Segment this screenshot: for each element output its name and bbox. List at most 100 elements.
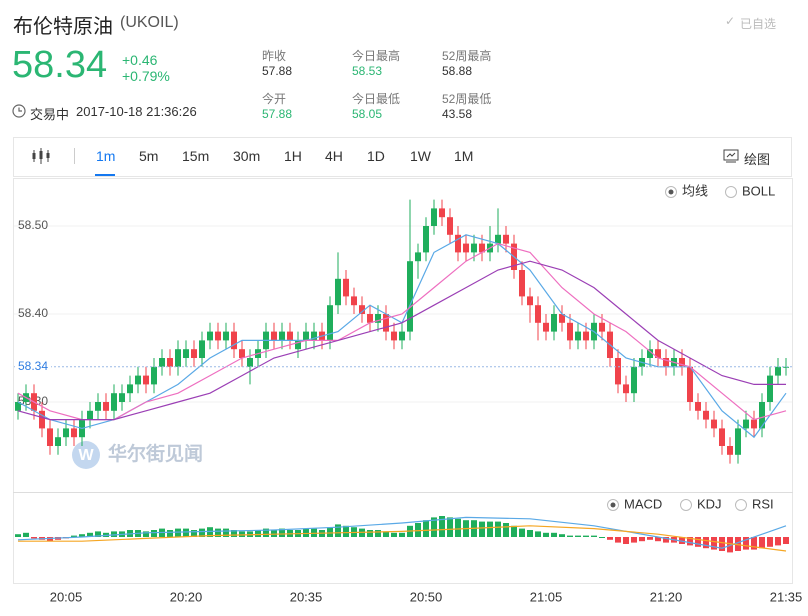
macd-bar — [479, 521, 485, 537]
stat-value: 43.58 — [442, 107, 473, 121]
candle-body — [175, 349, 181, 367]
candle-body — [479, 243, 485, 253]
x-tick-label: 21:35 — [770, 589, 803, 604]
chart-frame — [13, 178, 793, 584]
candle-body — [279, 331, 285, 341]
candle-body — [535, 305, 541, 323]
macd-bar — [111, 531, 117, 537]
candle-body — [463, 243, 469, 253]
stat-label: 52周最高 — [442, 49, 492, 63]
candle-body — [55, 437, 61, 446]
draw-button[interactable]: 绘图 — [744, 152, 771, 167]
macd-bar — [231, 530, 237, 537]
interval-tab[interactable]: 1M — [454, 148, 474, 164]
interval-tab[interactable]: 4H — [325, 148, 343, 164]
candle-type-icon[interactable] — [31, 147, 51, 165]
candle-body — [759, 402, 765, 429]
x-tick-label: 20:50 — [410, 589, 443, 604]
overlay-option-radio[interactable] — [725, 186, 737, 198]
candle-body — [239, 349, 245, 358]
macd-bar — [399, 532, 405, 537]
candle-body — [551, 314, 557, 332]
candle-body — [231, 331, 237, 350]
indicator-option-radio[interactable] — [735, 499, 747, 511]
change: +0.46 — [122, 52, 158, 68]
watch-button[interactable]: 已自选 — [740, 17, 777, 31]
candle-body — [631, 366, 637, 394]
candle-body — [191, 349, 197, 358]
interval-tab[interactable]: 1H — [284, 148, 302, 164]
macd-bar — [751, 537, 757, 550]
toolbar-separator — [74, 148, 75, 164]
macd-bar — [167, 530, 173, 537]
candle-body — [415, 252, 421, 262]
macd-bar — [303, 528, 309, 537]
candle-body — [303, 331, 309, 341]
x-tick-label: 20:20 — [170, 589, 203, 604]
change-pct: +0.79% — [122, 68, 170, 84]
macd-bar — [47, 537, 53, 542]
stat-label: 今日最低 — [352, 92, 401, 106]
stat-label: 今开 — [262, 92, 287, 106]
macd-bar — [343, 525, 349, 537]
candle-body — [583, 331, 589, 341]
indicator-option-radio[interactable] — [680, 499, 692, 511]
watermark: 华尔街见闻 — [108, 442, 203, 465]
candle-body — [271, 331, 277, 341]
macd-bar — [447, 517, 453, 537]
moving-average-line — [17, 260, 786, 421]
timestamp: 2017-10-18 21:36:26 — [76, 104, 197, 119]
candle-body — [503, 234, 509, 244]
interval-tab[interactable]: 15m — [182, 148, 210, 164]
interval-tab[interactable]: 1W — [410, 148, 431, 164]
draw-icon[interactable] — [723, 149, 739, 163]
macd-line — [17, 516, 787, 549]
candle-body — [735, 428, 741, 455]
candle-body — [335, 278, 341, 306]
macd-bar — [735, 537, 741, 551]
macd-bar — [655, 537, 661, 542]
macd-bar — [175, 528, 181, 537]
stat-value: 58.88 — [442, 64, 473, 78]
x-tick-label: 21:20 — [650, 589, 683, 604]
candle-body — [703, 410, 709, 420]
interval-tab[interactable]: 30m — [233, 148, 261, 164]
watermark-logo — [72, 441, 100, 469]
overlay-option[interactable]: BOLL — [742, 183, 775, 198]
macd-bar — [279, 528, 285, 537]
macd-bar — [695, 537, 701, 547]
macd-line — [18, 525, 787, 552]
candle-body — [455, 234, 461, 253]
macd-bar — [599, 537, 605, 538]
candle-body — [751, 419, 757, 429]
candle-body — [383, 314, 389, 332]
watch-check[interactable]: ✓ — [725, 14, 736, 28]
stat-value: 58.05 — [352, 107, 383, 121]
indicator-option[interactable]: MACD — [624, 496, 662, 511]
macd-bar — [255, 530, 261, 537]
macd-bar — [511, 525, 517, 537]
candle-body — [95, 402, 101, 411]
interval-tab[interactable]: 5m — [139, 148, 159, 164]
candle-body — [575, 331, 581, 341]
candle-body — [775, 366, 781, 376]
candle-body — [695, 402, 701, 411]
candle-body — [599, 322, 605, 332]
x-tick-label: 20:05 — [50, 589, 83, 604]
macd-bar — [487, 521, 493, 537]
macd-bar — [663, 537, 669, 543]
macd-bar — [551, 532, 557, 537]
candle-body — [719, 428, 725, 446]
indicator-option[interactable]: RSI — [752, 496, 774, 511]
macd-bar — [183, 528, 189, 537]
candle-body — [399, 331, 405, 341]
indicator-option[interactable]: KDJ — [697, 496, 722, 511]
macd-bar — [215, 528, 221, 537]
interval-tab[interactable]: 1D — [367, 148, 385, 164]
macd-bar — [415, 523, 421, 537]
macd-bar — [143, 531, 149, 537]
interval-tab[interactable]: 1m — [96, 148, 116, 164]
overlay-option[interactable]: 均线 — [682, 183, 708, 198]
macd-bar — [223, 528, 229, 537]
